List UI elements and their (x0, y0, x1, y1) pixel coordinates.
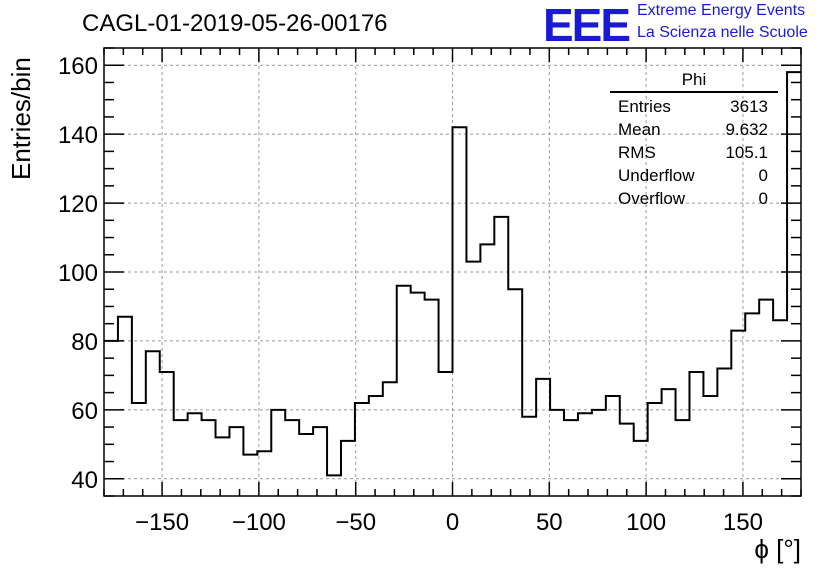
x-tick-label: −100 (232, 509, 286, 536)
x-tick-label: −50 (335, 509, 376, 536)
y-tick-label: 140 (58, 122, 98, 149)
stats-row-overflow: Overflow 0 (610, 187, 778, 210)
stats-label: Overflow (618, 189, 686, 208)
stats-title: Phi (610, 70, 778, 93)
stats-value: 9.632 (725, 120, 768, 139)
stats-value: 3613 (730, 97, 768, 116)
y-tick-label: 80 (71, 329, 98, 356)
stats-label: RMS (618, 143, 656, 162)
stats-value: 105.1 (725, 143, 768, 162)
stats-row-underflow: Underflow 0 (610, 164, 778, 187)
y-axis-label: Entries/bin (6, 57, 36, 180)
stats-row-entries: Entries 3613 (610, 95, 778, 118)
axis-ticks (103, 47, 802, 497)
stats-value: 0 (758, 189, 768, 208)
stats-row-mean: Mean 9.632 (610, 118, 778, 141)
stats-box: Phi Entries 3613 Mean 9.632 RMS 105.1 Un… (610, 70, 778, 210)
eee-logo: EEE (543, 0, 631, 51)
tick-labels: −150 −100 −50 0 50 100 150 40 60 80 100 120 140 160 (58, 53, 763, 536)
x-tick-label: 150 (723, 509, 763, 536)
stats-value: 0 (758, 166, 768, 185)
logo-caption-line1: Extreme Energy Events (637, 2, 806, 19)
stats-label: Mean (618, 120, 661, 139)
x-axis-label: ϕ [°] (754, 534, 801, 564)
stats-label: Underflow (618, 166, 695, 185)
y-tick-label: 160 (58, 53, 98, 80)
y-tick-label: 40 (71, 467, 98, 494)
logo-caption-line2: La Scienza nelle Scuole (637, 24, 808, 41)
y-tick-label: 120 (58, 191, 98, 218)
x-tick-label: 50 (536, 509, 563, 536)
plot-title: CAGL-01-2019-05-26-00176 (82, 10, 388, 37)
histogram-series (104, 71, 801, 477)
stats-label: Entries (618, 97, 671, 116)
y-tick-label: 60 (71, 398, 98, 425)
stats-row-rms: RMS 105.1 (610, 141, 778, 164)
x-tick-label: 0 (446, 509, 459, 536)
x-tick-label: 100 (626, 509, 666, 536)
y-tick-label: 100 (58, 260, 98, 287)
x-tick-label: −150 (135, 509, 189, 536)
